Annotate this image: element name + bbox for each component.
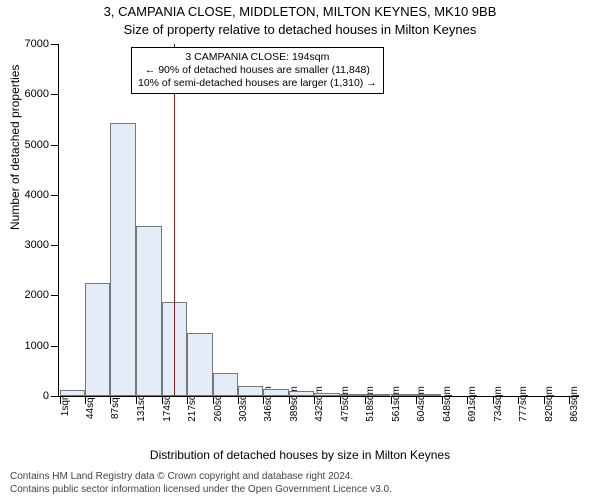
callout-line-3: 10% of semi-detached houses are larger (… [138, 77, 377, 90]
histogram-bar [110, 123, 135, 396]
histogram-bar [314, 393, 339, 396]
y-tick-label: 3000 [25, 239, 49, 251]
reference-line [174, 44, 175, 396]
histogram-bar [391, 394, 416, 396]
histogram-bar [60, 390, 85, 396]
y-tick-label: 4000 [25, 189, 49, 201]
x-axis-label: Distribution of detached houses by size … [0, 448, 600, 462]
histogram-bar [213, 373, 238, 396]
histogram-bar [340, 394, 365, 396]
x-tick-label: 561sqm [391, 386, 402, 422]
y-tick-label: 7000 [25, 38, 49, 50]
chart-subtitle: Size of property relative to detached ho… [0, 22, 600, 37]
x-tick-label: 863sqm [569, 386, 580, 422]
footer-line-2: Contains public sector information licen… [10, 484, 392, 497]
callout-line-1: 3 CAMPANIA CLOSE: 194sqm [138, 51, 377, 64]
y-tick [51, 346, 59, 347]
x-tick-label: 648sqm [442, 386, 453, 422]
histogram-bar [289, 391, 314, 396]
y-tick [51, 195, 59, 196]
histogram-bar [238, 386, 263, 396]
x-tick-label: 432sqm [314, 386, 325, 422]
histogram-bar [85, 283, 110, 396]
callout-line-2: ← 90% of detached houses are smaller (11… [138, 64, 377, 77]
y-tick-label: 1000 [25, 340, 49, 352]
x-tick-label: 518sqm [365, 386, 376, 422]
footer-line-1: Contains HM Land Registry data © Crown c… [10, 471, 392, 484]
y-tick-label: 5000 [25, 139, 49, 151]
x-tick-label: 777sqm [518, 386, 529, 422]
y-tick-label: 0 [43, 390, 49, 402]
x-tick-label: 475sqm [340, 386, 351, 422]
histogram-bar [187, 333, 212, 396]
chart-title: 3, CAMPANIA CLOSE, MIDDLETON, MILTON KEY… [0, 4, 600, 19]
callout-box: 3 CAMPANIA CLOSE: 194sqm← 90% of detache… [131, 47, 384, 94]
histogram-bar [136, 226, 161, 396]
y-tick [51, 94, 59, 95]
y-axis-label: Number of detached properties [8, 65, 22, 230]
x-tick-label: 604sqm [416, 386, 427, 422]
y-tick-label: 6000 [25, 88, 49, 100]
histogram-bar [365, 394, 390, 396]
y-tick [51, 44, 59, 45]
histogram-bar [263, 389, 288, 396]
x-tick-label: 691sqm [467, 386, 478, 422]
chart-container: 3, CAMPANIA CLOSE, MIDDLETON, MILTON KEY… [0, 0, 600, 500]
y-tick [51, 295, 59, 296]
x-tick-label: 820sqm [544, 386, 555, 422]
y-tick-label: 2000 [25, 289, 49, 301]
plot-area: 010002000300040005000600070001sqm44sqm87… [58, 44, 579, 397]
y-tick [51, 145, 59, 146]
x-tick-label: 734sqm [493, 386, 504, 422]
y-tick [51, 396, 59, 397]
y-tick [51, 245, 59, 246]
histogram-bar [416, 394, 441, 396]
footer-attribution: Contains HM Land Registry data © Crown c… [10, 471, 392, 496]
